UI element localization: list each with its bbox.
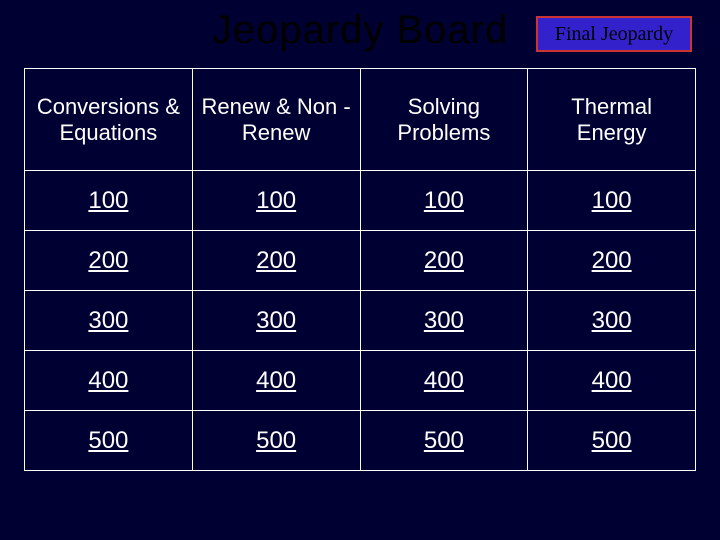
value-cell[interactable]: 500	[192, 411, 360, 471]
value-row: 100100100100	[25, 171, 696, 231]
value-cell[interactable]: 100	[192, 171, 360, 231]
value-cell[interactable]: 400	[25, 351, 193, 411]
value-cell[interactable]: 200	[25, 231, 193, 291]
value-cell[interactable]: 200	[528, 231, 696, 291]
value-cell[interactable]: 100	[360, 171, 528, 231]
value-row: 200200200200	[25, 231, 696, 291]
category-header: Conversions & Equations	[25, 69, 193, 171]
category-header: Thermal Energy	[528, 69, 696, 171]
value-cell[interactable]: 500	[528, 411, 696, 471]
value-cell[interactable]: 500	[360, 411, 528, 471]
value-row: 500500500500	[25, 411, 696, 471]
value-row: 400400400400	[25, 351, 696, 411]
value-cell[interactable]: 300	[192, 291, 360, 351]
value-cell[interactable]: 400	[192, 351, 360, 411]
jeopardy-board: Conversions & Equations Renew & Non -Ren…	[24, 68, 696, 471]
value-cell[interactable]: 500	[25, 411, 193, 471]
value-cell[interactable]: 300	[360, 291, 528, 351]
value-cell[interactable]: 100	[528, 171, 696, 231]
value-cell[interactable]: 200	[360, 231, 528, 291]
category-row: Conversions & Equations Renew & Non -Ren…	[25, 69, 696, 171]
value-cell[interactable]: 100	[25, 171, 193, 231]
value-cell[interactable]: 200	[192, 231, 360, 291]
board-body: 1001001001002002002002003003003003004004…	[25, 171, 696, 471]
value-cell[interactable]: 300	[25, 291, 193, 351]
value-cell[interactable]: 400	[528, 351, 696, 411]
value-row: 300300300300	[25, 291, 696, 351]
value-cell[interactable]: 400	[360, 351, 528, 411]
final-jeopardy-button[interactable]: Final Jeopardy	[536, 16, 692, 52]
value-cell[interactable]: 300	[528, 291, 696, 351]
category-header: Solving Problems	[360, 69, 528, 171]
category-header: Renew & Non -Renew	[192, 69, 360, 171]
